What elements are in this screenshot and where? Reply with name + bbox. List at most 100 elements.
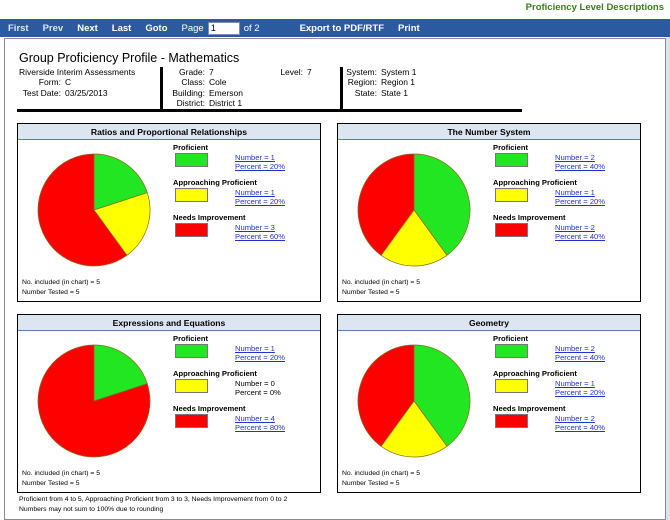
legend-number[interactable]: Number = 2: [555, 223, 595, 232]
legend-number[interactable]: Number = 2: [555, 344, 595, 353]
chart-title: Geometry: [338, 315, 640, 331]
tested-count: Number Tested = 5: [342, 480, 400, 487]
system-label: System:: [346, 67, 377, 77]
form-label: Form:: [38, 77, 61, 88]
grade-value: 7: [209, 67, 214, 77]
location-info: System: System 1 Region: Region 1 State: St…: [345, 67, 416, 98]
proficiency-level-descriptions-link[interactable]: Proficiency Level Descriptions: [525, 2, 664, 13]
legend-label: Approaching Proficient: [493, 178, 577, 187]
system-value: System 1: [381, 67, 417, 77]
legend-percent[interactable]: Percent = 20%: [235, 162, 286, 171]
pie-slice-needs-improvement: [37, 153, 128, 267]
legend-percent[interactable]: Percent = 20%: [235, 353, 286, 362]
page-label: Page: [181, 22, 204, 34]
pie-slice-needs-improvement: [357, 344, 415, 447]
legend-number[interactable]: Number = 1: [235, 188, 275, 197]
export-pdf-rtf-button[interactable]: Export to PDF/RTF: [299, 22, 385, 34]
legend-number[interactable]: Number = 2: [555, 414, 595, 423]
legend-number[interactable]: Number = 4: [235, 414, 275, 423]
assessment-info: Riverside Interim Assessments Form: C Tes…: [19, 67, 135, 98]
tested-count: Number Tested = 5: [342, 289, 400, 296]
info-divider: [340, 67, 343, 109]
region-label: Region:: [347, 77, 377, 88]
legend-percent[interactable]: Percent = 40%: [555, 423, 606, 432]
pie-slice-proficient: [413, 153, 471, 256]
legend-swatch-approaching: [495, 379, 528, 393]
legend-swatch-needs-improvement: [175, 223, 208, 237]
included-count: No. included (in chart) = 5: [22, 470, 101, 477]
legend-swatch-approaching: [175, 188, 208, 202]
legend-swatch-proficient: [175, 153, 208, 167]
pie-slice-needs-improvement: [37, 344, 151, 458]
legend-number[interactable]: Number = 1: [235, 344, 275, 353]
legend-swatch-needs-improvement: [175, 414, 208, 428]
chart-title: The Number System: [338, 124, 640, 140]
rounding-note: Numbers may not sum to 100% due to round…: [19, 506, 164, 513]
next-page-button[interactable]: Next: [77, 22, 98, 34]
pie-slice-approaching: [93, 192, 151, 256]
form-value: C: [65, 77, 72, 88]
legend-label: Needs Improvement: [173, 213, 246, 222]
chart-title: Expressions and Equations: [18, 315, 320, 331]
legend-number[interactable]: Number = 1: [555, 188, 595, 197]
included-count: No. included (in chart) = 5: [342, 470, 421, 477]
legend-label: Proficient: [493, 143, 529, 152]
pie-slice-proficient: [413, 344, 471, 447]
pie-slice-needs-improvement: [357, 153, 415, 256]
building-value: Emerson: [209, 87, 244, 98]
legend-number[interactable]: Number = 0: [235, 379, 275, 388]
legend-label: Approaching Proficient: [493, 369, 577, 378]
pie-chart: [37, 153, 151, 267]
class-info: Grade: 7 Level: 7 Class: Cole Building: Emers…: [167, 67, 311, 109]
legend-number[interactable]: Number = 3: [235, 223, 275, 232]
legend-percent[interactable]: Percent = 20%: [555, 388, 606, 397]
legend-percent[interactable]: Percent = 20%: [235, 197, 286, 206]
legend-number[interactable]: Number = 1: [235, 153, 275, 162]
pie-slice-proficient: [93, 344, 148, 402]
prev-page-button[interactable]: Prev: [42, 22, 64, 34]
legend-label: Needs Improvement: [493, 404, 566, 413]
legend-percent[interactable]: Percent = 80%: [235, 423, 286, 432]
last-page-button[interactable]: Last: [111, 22, 132, 34]
pie-chart: [357, 153, 471, 267]
legend-number[interactable]: Number = 1: [555, 379, 595, 388]
page-number-input[interactable]: [207, 21, 240, 35]
legend-swatch-needs-improvement: [495, 414, 528, 428]
legend-label: Proficient: [173, 143, 209, 152]
pie-chart: [357, 344, 471, 458]
header-rule: [17, 109, 522, 112]
included-count: No. included (in chart) = 5: [22, 279, 101, 286]
first-page-button[interactable]: First: [8, 22, 29, 34]
chart-panel: Ratios and Proportional Relationships Pr…: [17, 123, 321, 302]
legend-percent[interactable]: Percent = 60%: [235, 232, 286, 241]
legend-number[interactable]: Number = 2: [555, 153, 595, 162]
legend-swatch-approaching: [175, 379, 208, 393]
state-label: State:: [354, 87, 377, 98]
page-count: of 2: [243, 22, 260, 34]
pie-slice-approaching: [380, 400, 448, 458]
assessment-name: Riverside Interim Assessments: [19, 67, 136, 77]
legend-percent[interactable]: Percent = 0%: [235, 388, 281, 397]
pie-chart: [37, 344, 151, 458]
included-count: No. included (in chart) = 5: [342, 279, 421, 286]
test-date-value: 03/25/2013: [65, 87, 108, 98]
class-label: Class:: [181, 77, 205, 88]
tested-count: Number Tested = 5: [22, 480, 80, 487]
legend-label: Approaching Proficient: [173, 178, 257, 187]
report-toolbar: First Prev Next Last Goto Page of 2 Expo…: [0, 19, 670, 37]
report-title: Group Proficiency Profile - Mathematics: [19, 51, 240, 65]
chart-panel: Geometry Proficient Number = 2 Percent =…: [337, 314, 641, 493]
vertical-scrollbar[interactable]: [666, 37, 670, 520]
legend-percent[interactable]: Percent = 40%: [555, 232, 606, 241]
district-label: District:: [176, 98, 205, 109]
test-date-label: Test Date:: [22, 87, 61, 98]
print-button[interactable]: Print: [398, 22, 420, 34]
legend-percent[interactable]: Percent = 20%: [555, 197, 606, 206]
legend-percent[interactable]: Percent = 40%: [555, 353, 606, 362]
legend-percent[interactable]: Percent = 40%: [555, 162, 606, 171]
district-value: District 1: [209, 98, 243, 109]
goto-button[interactable]: Goto: [145, 22, 168, 34]
pie-slice-proficient: [93, 153, 148, 211]
legend-label: Approaching Proficient: [173, 369, 257, 378]
tested-count: Number Tested = 5: [22, 289, 80, 296]
